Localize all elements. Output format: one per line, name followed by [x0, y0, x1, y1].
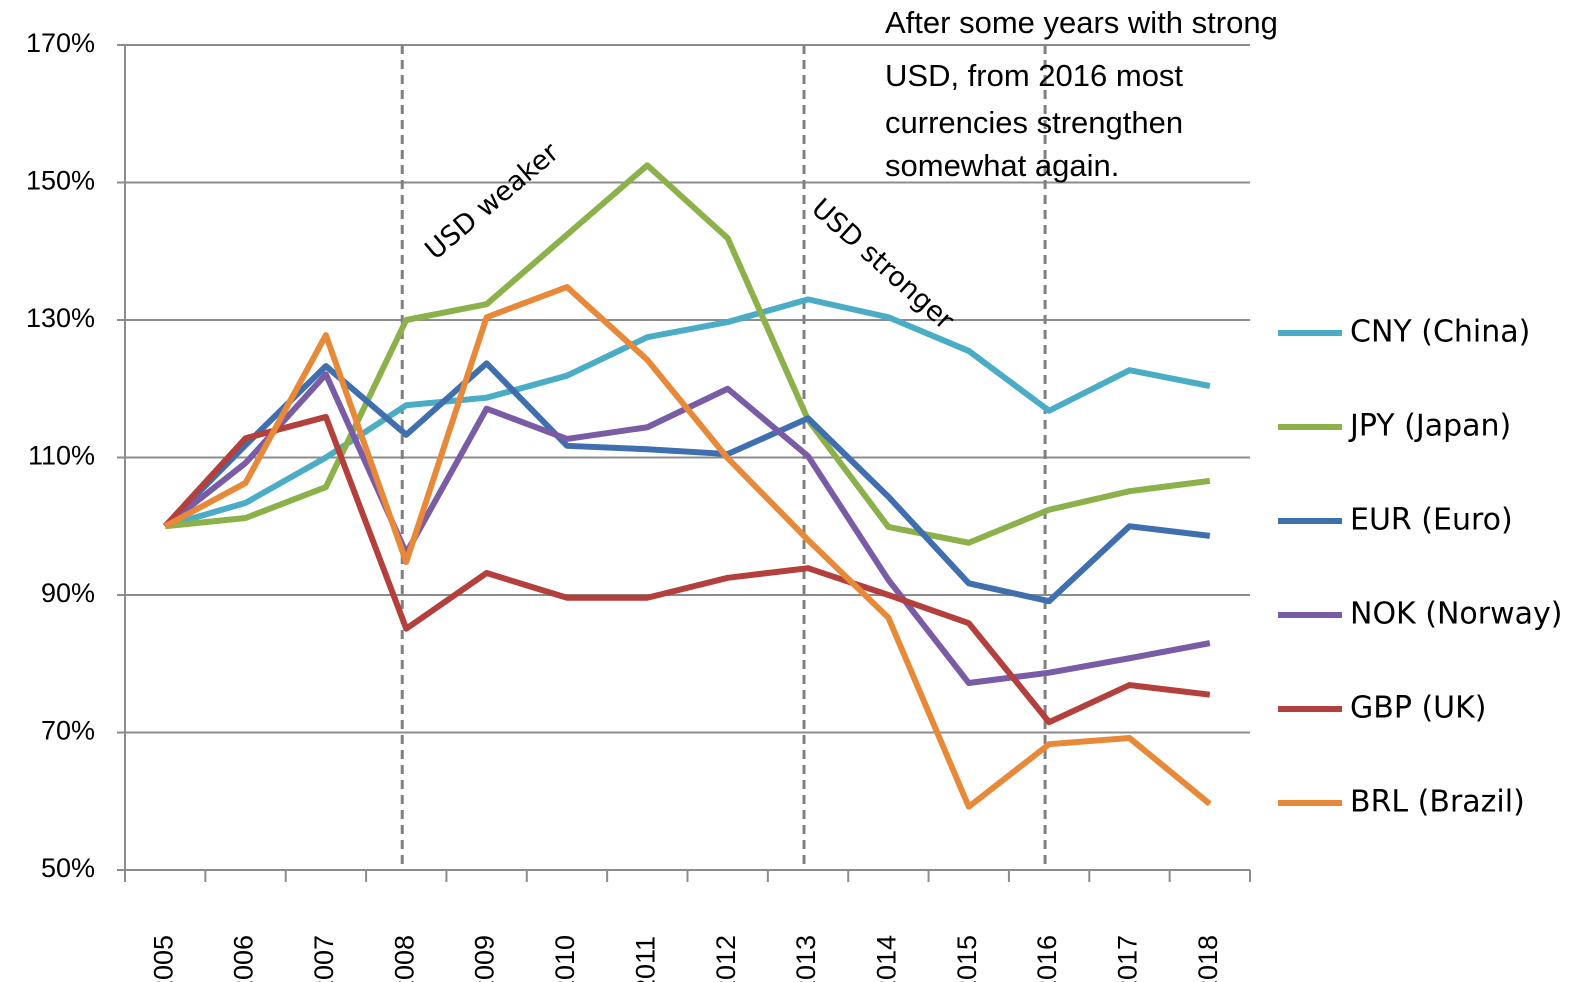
x-tick-label: 2012: [711, 935, 741, 982]
legend-label: NOK (Norway): [1350, 597, 1562, 632]
x-tick-label: 2013: [791, 935, 821, 982]
note-line: After some years with strong: [885, 5, 1278, 40]
legend-label: JPY (Japan): [1348, 409, 1511, 444]
x-tick-label: 2009: [470, 935, 500, 982]
series-line: [162, 413, 1211, 726]
x-tick-label: 2017: [1113, 935, 1143, 982]
legend-label: BRL (Brazil): [1350, 785, 1525, 820]
x-tick-label: 2015: [952, 935, 982, 982]
y-tick-label: 170%: [26, 28, 95, 58]
y-tick-label: 150%: [26, 166, 95, 196]
y-tick-label: 50%: [41, 853, 95, 883]
y-tick-label: 110%: [28, 441, 95, 471]
x-tick-label: 2008: [389, 935, 419, 982]
x-tick-label: 2014: [872, 935, 902, 982]
note-line: USD, from 2016 most: [885, 58, 1183, 93]
y-tick-label: 70%: [41, 716, 95, 746]
legend-label: CNY (China): [1350, 315, 1530, 350]
x-tick-label: 2018: [1193, 935, 1223, 982]
x-tick-label: 2011: [630, 936, 660, 982]
y-tick-label: 130%: [26, 303, 95, 333]
legend-label: GBP (UK): [1350, 691, 1487, 726]
series-line: [164, 162, 1211, 546]
x-tick-label: 2016: [1032, 935, 1062, 982]
series-line: [163, 284, 1212, 810]
x-tick-label: 2010: [550, 935, 580, 982]
y-tick-label: 90%: [41, 578, 95, 608]
note-line: somewhat again.: [885, 148, 1119, 183]
x-tick-label: 2007: [309, 935, 339, 982]
series-line: [163, 360, 1211, 605]
x-tick-label: 2006: [229, 935, 259, 982]
annotation: USD weaker: [419, 136, 565, 266]
legend-label: EUR (Euro): [1350, 503, 1513, 538]
x-tick-label: 2005: [148, 935, 178, 982]
note-line: currencies strengthen: [885, 105, 1183, 140]
